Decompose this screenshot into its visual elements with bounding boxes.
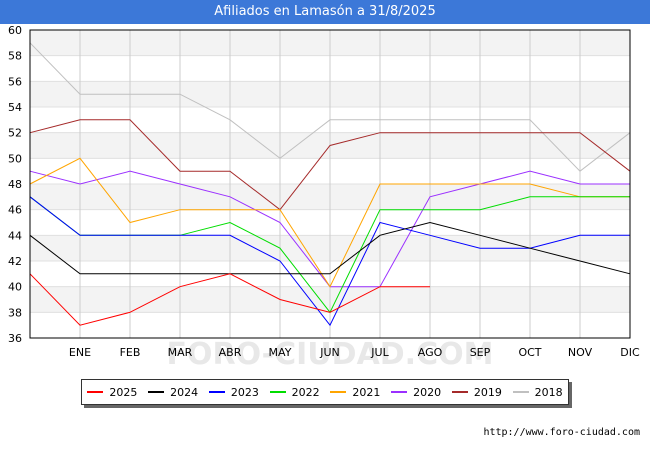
y-tick-label: 40 bbox=[8, 281, 22, 294]
x-tick-label: MAY bbox=[269, 346, 292, 359]
series-line-2018 bbox=[29, 42, 631, 172]
series-line-2019 bbox=[29, 119, 631, 211]
legend-item-2018: 2018 bbox=[512, 385, 563, 399]
x-tick-label: SEP bbox=[470, 346, 491, 359]
legend-item-2019: 2019 bbox=[451, 385, 502, 399]
series-line-2024 bbox=[29, 221, 631, 275]
legend-swatch bbox=[451, 391, 468, 393]
plot-frame bbox=[29, 29, 631, 339]
legend-swatch bbox=[208, 391, 225, 393]
chart-plot: FORO-CIUDAD.COM 36 38 40 42 44 46 48 50 52 54 56 58… bbox=[8, 24, 640, 372]
legend-item-2025: 2025 bbox=[87, 386, 137, 399]
y-tick-label: 56 bbox=[8, 75, 22, 88]
y-tick-label: 60 bbox=[8, 24, 22, 37]
legend-swatch bbox=[330, 391, 347, 393]
legend-swatch bbox=[512, 391, 529, 393]
legend: 2025 2024 2023 2022 2021 2020 2019 2018 bbox=[81, 379, 569, 405]
legend-label: 2018 bbox=[534, 385, 563, 399]
legend-swatch bbox=[269, 391, 286, 393]
x-tick-label: MAR bbox=[168, 346, 193, 359]
series-line-2025 bbox=[29, 273, 430, 326]
y-tick-label: 46 bbox=[8, 204, 22, 217]
y-tick-label: 44 bbox=[8, 229, 22, 242]
legend-swatch bbox=[391, 391, 408, 393]
legend-label: 2019 bbox=[473, 385, 502, 399]
y-tick-label: 54 bbox=[8, 101, 22, 114]
x-tick-label: ENE bbox=[69, 346, 91, 359]
legend-swatch bbox=[87, 391, 104, 393]
x-tick-label: ABR bbox=[219, 346, 242, 359]
legend-label: 2022 bbox=[291, 385, 320, 399]
y-tick-label: 50 bbox=[8, 152, 22, 165]
y-tick-label: 42 bbox=[8, 255, 22, 268]
y-tick-label: 52 bbox=[8, 127, 22, 140]
x-tick-label: JUN bbox=[319, 346, 340, 359]
x-tick-label: FEB bbox=[120, 346, 141, 359]
source-url[interactable]: http://www.foro-ciudad.com bbox=[483, 427, 640, 438]
y-tick-label: 48 bbox=[8, 178, 22, 191]
chart-title: Afiliados en Lamasón a 31/8/2025 bbox=[0, 0, 650, 24]
watermark-text: FORO-CIUDAD.COM bbox=[167, 337, 494, 372]
x-tick-label: AGO bbox=[418, 346, 443, 359]
y-tick-label: 38 bbox=[8, 306, 22, 319]
x-tick-label: JUL bbox=[370, 346, 389, 359]
legend-label: 2024 bbox=[170, 385, 199, 399]
legend-swatch bbox=[148, 391, 165, 393]
legend-item-2023: 2023 bbox=[208, 385, 259, 399]
y-tick-label: 58 bbox=[8, 50, 22, 63]
legend-item-2022: 2022 bbox=[269, 385, 320, 399]
legend-label: 2025 bbox=[109, 385, 138, 399]
legend-label: 2020 bbox=[413, 385, 442, 399]
x-tick-label: OCT bbox=[518, 346, 541, 359]
legend-item-2020: 2020 bbox=[391, 386, 441, 399]
legend-item-2021: 2021 bbox=[330, 386, 380, 399]
x-tick-label: DIC bbox=[620, 346, 640, 359]
x-tick-label: NOV bbox=[568, 346, 593, 359]
y-tick-label: 36 bbox=[8, 332, 22, 345]
legend-label: 2021 bbox=[352, 385, 381, 399]
series-line-2021 bbox=[29, 157, 630, 288]
legend-item-2024: 2024 bbox=[148, 386, 198, 399]
legend-label: 2023 bbox=[230, 385, 259, 399]
